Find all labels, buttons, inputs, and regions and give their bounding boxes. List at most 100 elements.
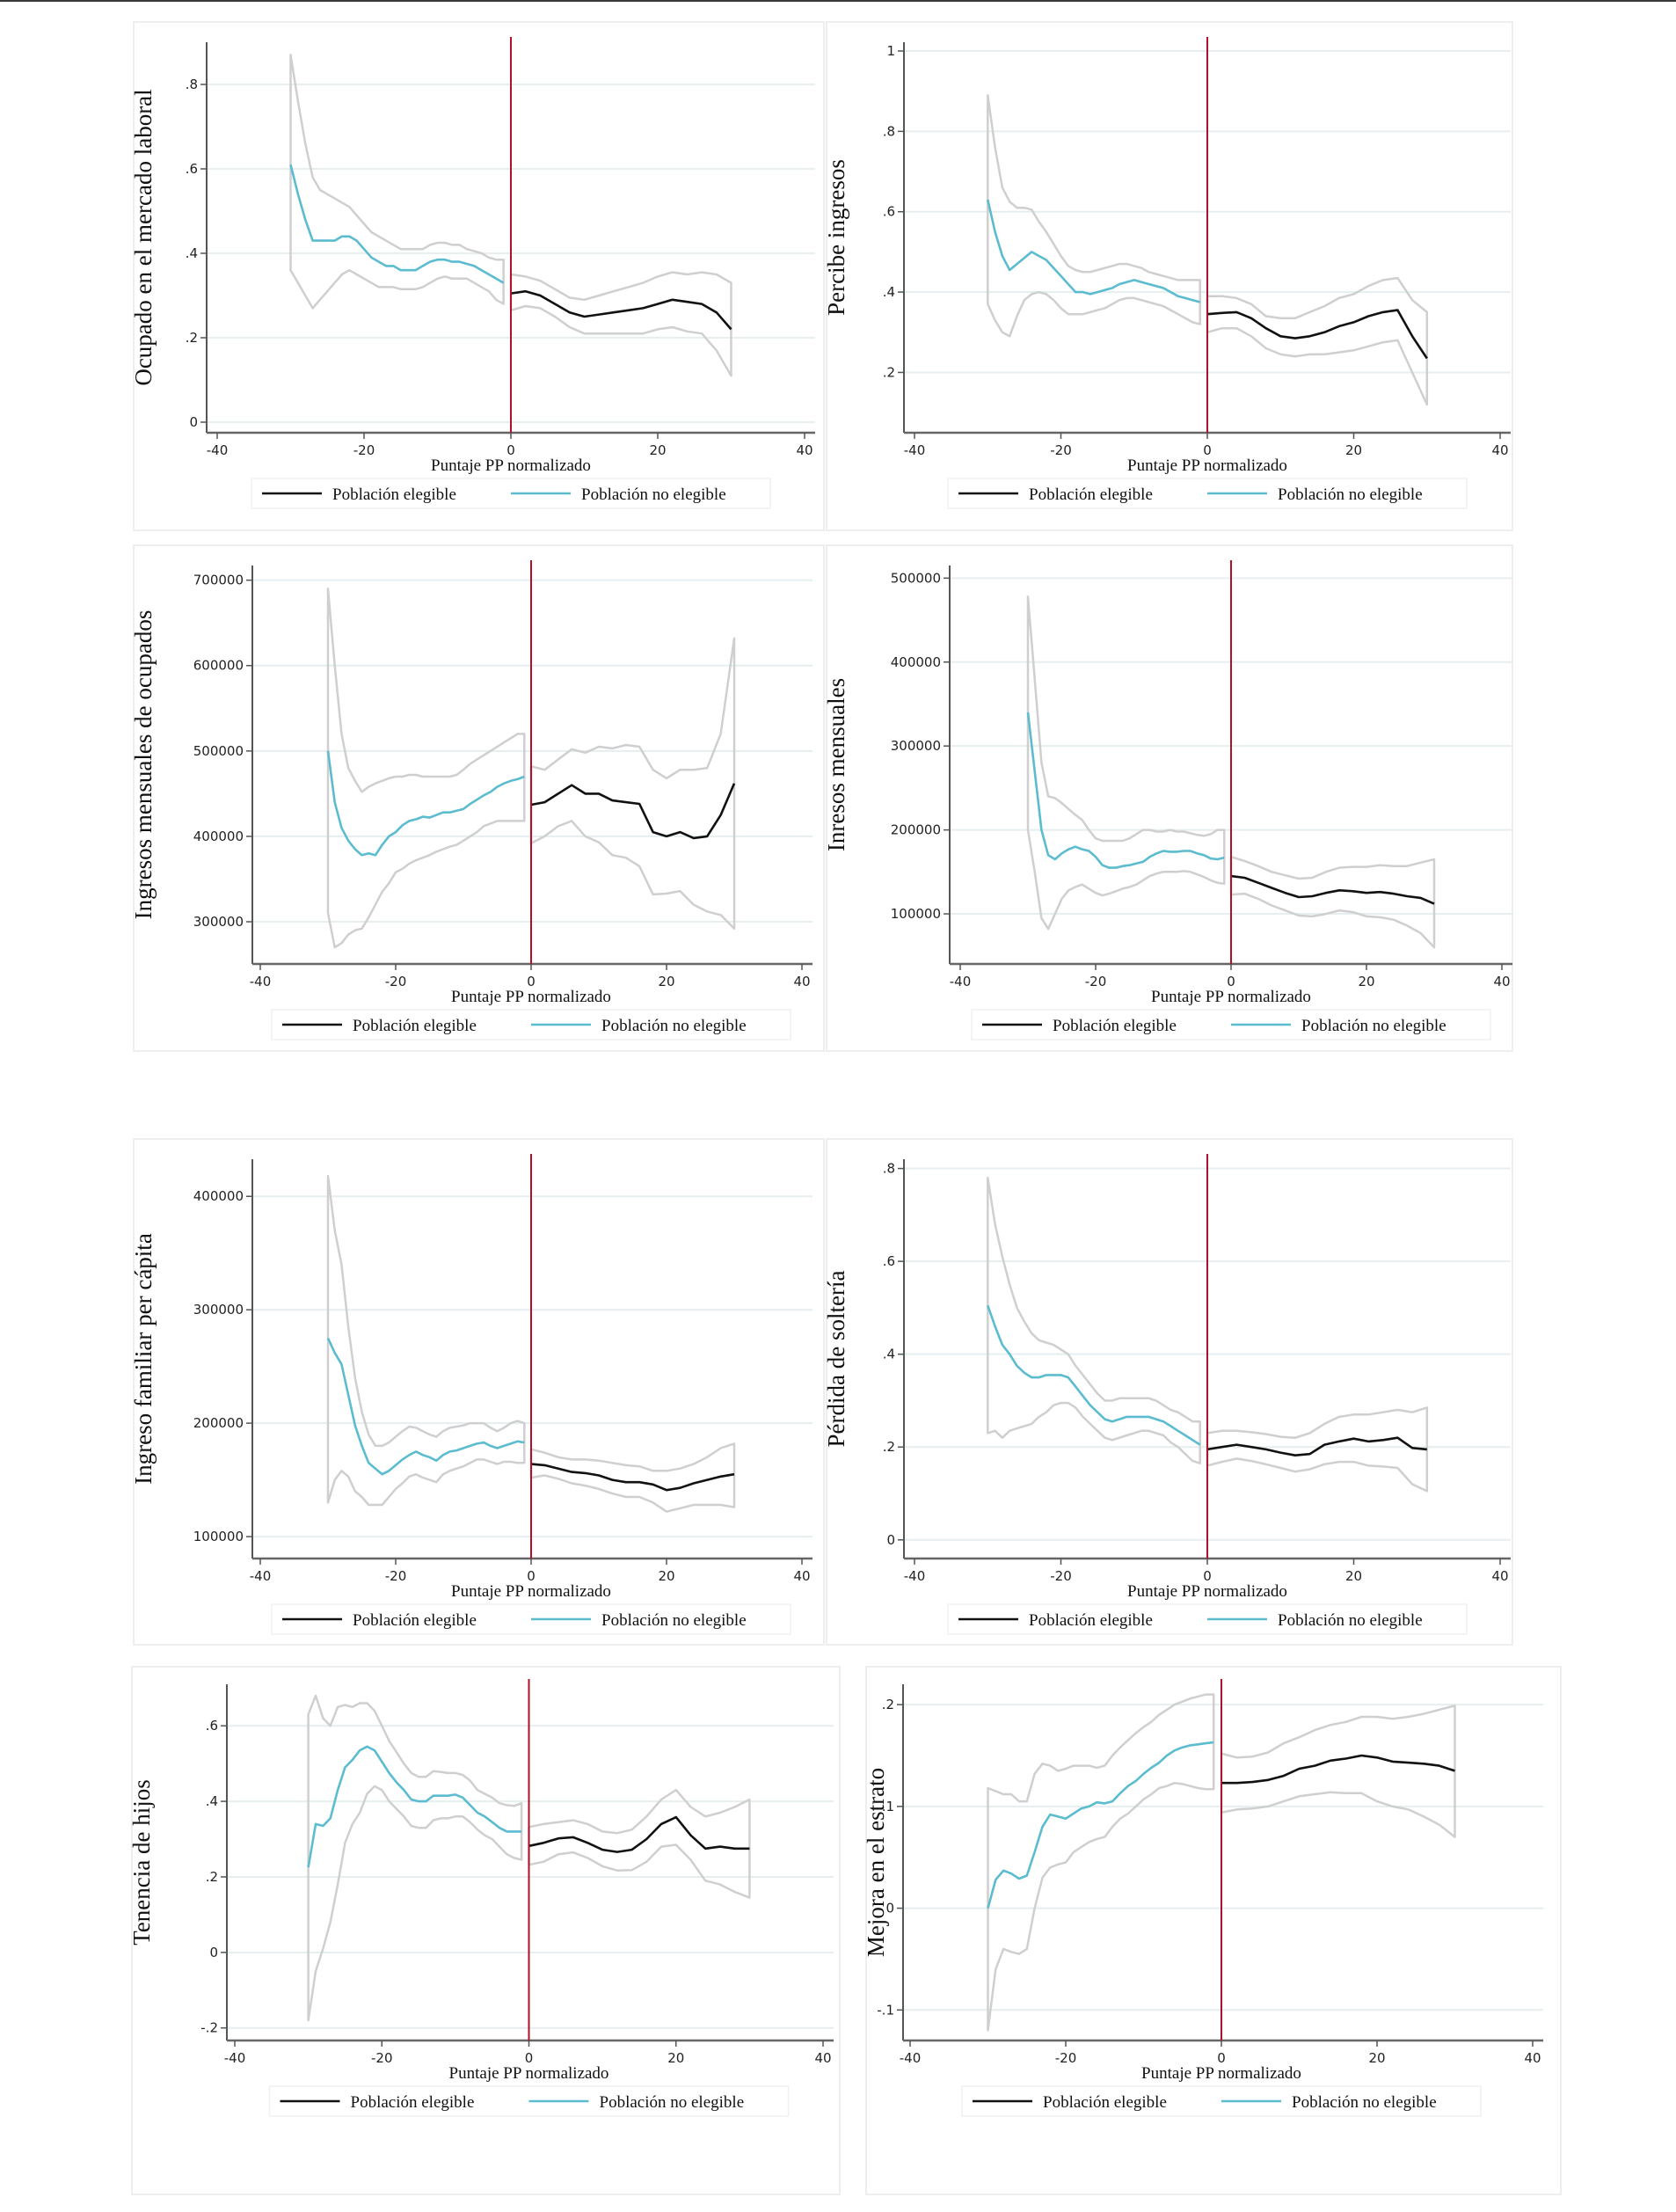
y-tick-label: .6 [206, 1718, 218, 1734]
legend-label-non-eligible: Población no elegible [1301, 1017, 1446, 1035]
legend-label-non-eligible: Población no elegible [1278, 485, 1423, 504]
y-tick-label: .6 [186, 161, 198, 177]
x-tick-label: -20 [1055, 2050, 1077, 2066]
legend-label-non-eligible: Población no elegible [581, 485, 726, 504]
x-tick-label: 40 [1493, 974, 1510, 989]
series-line-non-eligible [326, 1337, 525, 1476]
chart-panel-4: 100000 200000 300000 400000 500000 -40 -20 0 20 4… [823, 544, 1513, 1052]
series-line-eligible [1230, 874, 1435, 905]
y-tick-label: 400000 [891, 654, 941, 670]
x-tick-label: 40 [1491, 1568, 1508, 1584]
legend-label-eligible: Población elegible [1029, 1611, 1153, 1630]
y-tick-label: 600000 [193, 658, 244, 674]
x-tick-label: 0 [506, 442, 515, 458]
legend-box [251, 478, 771, 509]
x-tick-label: 20 [1345, 1568, 1362, 1584]
series-line-eligible [530, 1463, 735, 1492]
panel-frame [131, 1666, 841, 2195]
ci-band-non-eligible [326, 588, 526, 949]
y-axis-title: Inresos mensuales [823, 678, 849, 851]
legend-label-non-eligible: Población no elegible [601, 1017, 747, 1035]
legend-label-eligible: Población elegible [351, 2093, 475, 2112]
y-tick-label: .8 [883, 1161, 895, 1177]
x-tick-label: -40 [250, 974, 272, 989]
series-line-eligible [530, 783, 736, 840]
x-tick-label: -40 [904, 442, 926, 458]
legend-label-eligible: Población elegible [1043, 2093, 1167, 2112]
ci-band-non-eligible [987, 94, 1201, 338]
ci-band-eligible [528, 1788, 751, 1899]
y-tick-label: 200000 [891, 822, 941, 838]
x-tick-label: -40 [250, 1568, 272, 1584]
y-tick-label: -.2 [200, 2020, 218, 2036]
legend-label-eligible: Población elegible [353, 1017, 477, 1035]
series-line-eligible [1206, 1436, 1427, 1456]
chart-panel-1: 0 .2 .4 .6 .8 -40 -20 0 20 40 Puntaje PP normaliza… [130, 21, 825, 531]
y-axis-title: Percibe ingresos [823, 159, 849, 316]
x-tick-label: -20 [1085, 974, 1107, 989]
series-line-non-eligible [987, 1741, 1214, 1909]
series-line-eligible [510, 289, 732, 331]
y-axis-title: Ingresos mensuales de ocupados [130, 610, 157, 920]
x-tick-label: 20 [1368, 2050, 1385, 2066]
y-tick-label: .2 [883, 364, 895, 380]
x-axis-title: Puntaje PP normalizado [451, 988, 611, 1006]
x-axis-title: Puntaje PP normalizado [451, 1582, 611, 1601]
x-tick-label: 40 [1491, 442, 1508, 458]
y-tick-label: .4 [883, 1347, 895, 1362]
x-tick-label: -20 [353, 442, 375, 458]
y-tick-label: -.1 [877, 2002, 894, 2018]
y-tick-label: .2 [206, 1869, 218, 1885]
y-tick-label: 0 [209, 1945, 218, 1960]
x-tick-label: -40 [207, 442, 229, 458]
chart-panel-3: 300000 400000 500000 600000 700000 -40 -20 0 20 4… [130, 544, 825, 1052]
legend-label-non-eligible: Población no elegible [601, 1611, 747, 1630]
series-line-non-eligible [326, 750, 525, 857]
page-top-rule [0, 0, 1676, 2]
y-tick-label: 400000 [193, 829, 244, 844]
x-tick-label: 20 [667, 2050, 684, 2066]
y-axis-title: Tenencia de hijos [128, 1779, 155, 1946]
y-tick-label: .4 [883, 284, 895, 300]
x-tick-label: 0 [525, 2050, 534, 2066]
y-tick-label: 700000 [193, 573, 244, 588]
y-tick-label: .2 [883, 1439, 895, 1455]
legend-label-eligible: Población elegible [1029, 485, 1153, 504]
y-axis-title: Mejora en el estrato [863, 1768, 889, 1957]
panel-frame [133, 544, 825, 1052]
panel-frame [865, 1666, 1562, 2195]
panel-frame [133, 21, 825, 531]
y-axis-title: Ingreso familiar per cápita [130, 1233, 157, 1485]
x-tick-label: 40 [1524, 2050, 1541, 2066]
y-tick-label: 500000 [891, 570, 941, 586]
y-tick-label: 300000 [193, 914, 244, 930]
legend-label-eligible: Población elegible [1053, 1017, 1177, 1035]
series-line-non-eligible [987, 199, 1201, 303]
y-tick-label: .8 [883, 123, 895, 139]
x-tick-label: 40 [793, 974, 810, 989]
x-tick-label: 0 [527, 974, 536, 989]
ci-band-eligible [1220, 1705, 1456, 1838]
y-tick-label: .2 [882, 1697, 894, 1712]
x-tick-label: -40 [900, 2050, 922, 2066]
y-tick-label: .6 [883, 204, 895, 220]
y-tick-label: 100000 [193, 1529, 244, 1544]
panel-frame [133, 1138, 825, 1646]
x-tick-label: -40 [224, 2050, 246, 2066]
x-axis-title: Puntaje PP normalizado [1151, 988, 1311, 1006]
x-axis-title: Puntaje PP normalizado [1141, 2064, 1301, 2083]
x-tick-label: -20 [371, 2050, 393, 2066]
x-tick-label: 0 [1203, 442, 1212, 458]
panel-frame [826, 21, 1513, 531]
x-axis-title: Puntaje PP normalizado [1127, 456, 1287, 475]
ci-band-non-eligible [289, 54, 505, 310]
y-tick-label: .4 [206, 1793, 218, 1809]
x-tick-label: 40 [796, 442, 812, 458]
chart-panel-2: .2 .4 .6 .8 1 -40 -20 0 20 40 Puntaje PP normaliza… [823, 21, 1513, 531]
legend-label-non-eligible: Población no elegible [600, 2093, 745, 2112]
y-tick-label: .2 [186, 330, 198, 346]
y-tick-label: 100000 [891, 906, 941, 922]
ci-band-non-eligible [987, 1693, 1215, 2032]
legend-label-eligible: Población elegible [332, 485, 456, 504]
series-line-non-eligible [1026, 712, 1225, 869]
